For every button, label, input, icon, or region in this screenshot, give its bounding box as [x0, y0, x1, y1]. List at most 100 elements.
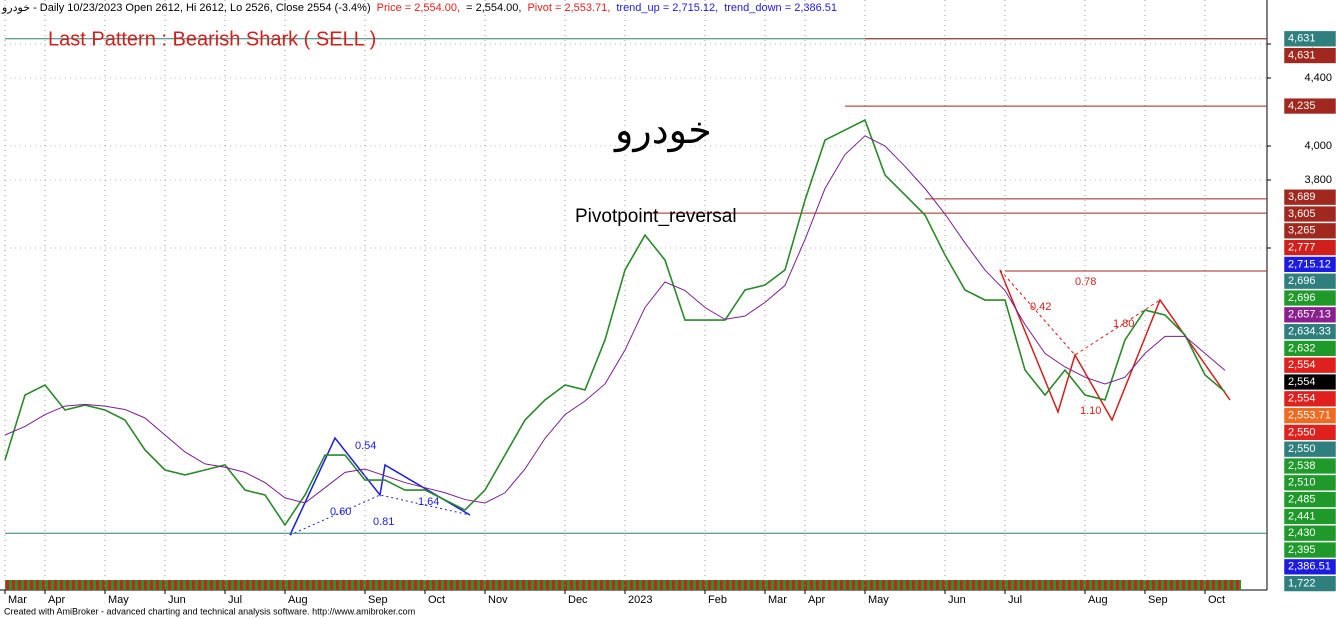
price-line	[4, 118, 1226, 527]
price-box-label: 3,605	[1288, 208, 1316, 220]
price-box-label: 2,550	[1288, 443, 1316, 455]
price-box	[1283, 407, 1336, 424]
price-box-label: 2,553.71	[1288, 410, 1331, 422]
price-box-label: 2,386.51	[1288, 561, 1331, 573]
x-tick-label: Dec	[568, 594, 588, 606]
price-box	[1283, 340, 1336, 357]
header-part: = 2,554.00,	[466, 2, 521, 14]
plot: Last Pattern : Bearish Shark ( SELL ) خود…	[4, 28, 1267, 534]
price-box	[1283, 373, 1336, 391]
x-tick-label: May	[868, 594, 889, 606]
price-box-label: 4,631	[1288, 33, 1316, 45]
price-box-label: 2,430	[1288, 527, 1316, 539]
price-box-label: 2,538	[1288, 460, 1316, 472]
price-box	[1283, 558, 1336, 575]
price-box-label: 2,441	[1288, 510, 1316, 522]
volume-strip	[5, 580, 1241, 590]
price-box	[1283, 474, 1336, 491]
annotation: 0.78	[1075, 276, 1096, 288]
annotation: 1.80	[1113, 318, 1134, 330]
annotation: 0.54	[355, 440, 376, 452]
price-box-label: 2,657.13	[1288, 309, 1331, 321]
annotation: 1.64	[418, 496, 439, 508]
price-box-label: 3,265	[1288, 225, 1316, 237]
x-tick-label: Jun	[948, 594, 966, 606]
x-tick-label: Oct	[1208, 594, 1225, 606]
annotation: Last Pattern : Bearish Shark ( SELL )	[48, 28, 376, 50]
annotation: خودرو	[613, 110, 712, 153]
header-part: خودرو - Daily 10/23/2023 Open 2612, Hi 2…	[1, 2, 371, 14]
price-box	[1283, 222, 1336, 239]
price-box-label: 2,550	[1288, 426, 1316, 438]
price-box	[1283, 575, 1336, 592]
x-tick-label: Jul	[1008, 594, 1022, 606]
price-box	[1283, 424, 1336, 441]
price-box	[1283, 256, 1336, 273]
price-box	[1283, 239, 1336, 256]
x-tick-label: Apr	[48, 594, 65, 606]
price-box	[1283, 357, 1336, 374]
price-box	[1283, 441, 1336, 458]
x-tick-label: May	[108, 594, 129, 606]
price-box-label: 2,554	[1288, 393, 1316, 405]
x-tick-label: Oct	[428, 594, 445, 606]
annotation: 1.10	[1080, 405, 1101, 417]
price-box	[1283, 390, 1336, 407]
annotation: Pivotpoint_reversal	[575, 206, 737, 227]
annotation: 0.60	[330, 506, 351, 518]
grid: 4,6004,4004,0003,8003,400MarAprMayJunJul…	[4, 0, 1332, 606]
header-part: trend_up = 2,715.12,	[616, 2, 718, 14]
price-box	[1283, 541, 1336, 559]
price-boxes: 4,631 4,631 4,235 3,689 3,605 3,265 2,777 2,715…	[1283, 30, 1336, 592]
x-tick-label: Nov	[488, 594, 508, 606]
x-tick-label: Mar	[8, 594, 27, 606]
x-tick-label: Jul	[228, 594, 242, 606]
price-box-label: 2,634.33	[1288, 326, 1331, 338]
price-box-label: 2,554	[1288, 359, 1316, 371]
price-box	[1283, 508, 1336, 525]
price-box	[1283, 30, 1336, 47]
price-box	[1283, 457, 1336, 475]
header: خودرو - Daily 10/23/2023 Open 2612, Hi 2…	[1, 2, 837, 14]
price-box	[1283, 306, 1336, 323]
price-box	[1283, 491, 1336, 508]
y-tick-label: 4,000	[1304, 140, 1332, 152]
price-box-label: 2,632	[1288, 342, 1316, 354]
price-box	[1283, 289, 1336, 307]
price-box-label: 2,696	[1288, 275, 1316, 287]
price-box-label: 4,631	[1288, 49, 1316, 61]
annotation: 0.42	[1030, 301, 1051, 313]
x-tick-label: Apr	[808, 594, 825, 606]
header-part: Pivot = 2,553.71,	[527, 2, 610, 14]
x-tick-label: Sep	[1148, 594, 1168, 606]
price-box-label: 2,715.12	[1288, 258, 1331, 270]
price-box-label: 2,510	[1288, 477, 1316, 489]
price-box-label: 3,689	[1288, 191, 1316, 203]
x-tick-label: Jun	[168, 594, 186, 606]
y-tick-label: 3,800	[1304, 174, 1332, 186]
price-box	[1283, 47, 1336, 64]
price-box	[1283, 189, 1336, 206]
y-tick-label: 4,400	[1304, 72, 1332, 84]
price-box	[1283, 205, 1336, 223]
annotation: 0.81	[373, 516, 394, 528]
price-box	[1283, 323, 1336, 340]
x-tick-label: 2023	[628, 594, 652, 606]
header-part: trend_down = 2,386.51	[724, 2, 837, 14]
price-box-label: 2,554	[1288, 376, 1316, 388]
price-box	[1283, 273, 1336, 290]
x-tick-label: Aug	[1088, 594, 1108, 606]
x-tick-label: Sep	[368, 594, 388, 606]
price-box-label: 2,696	[1288, 292, 1316, 304]
price-box-label: 2,485	[1288, 494, 1316, 506]
header-part: Price = 2,554.00,	[377, 2, 460, 14]
x-tick-label: Mar	[768, 594, 787, 606]
pattern-lines	[289, 269, 1231, 536]
x-tick-label: Feb	[708, 594, 727, 606]
footer: Created with AmiBroker - advanced charti…	[4, 606, 415, 616]
price-line	[4, 135, 1226, 504]
price-box	[1283, 97, 1336, 115]
price-box-label: 1,722	[1288, 578, 1316, 590]
